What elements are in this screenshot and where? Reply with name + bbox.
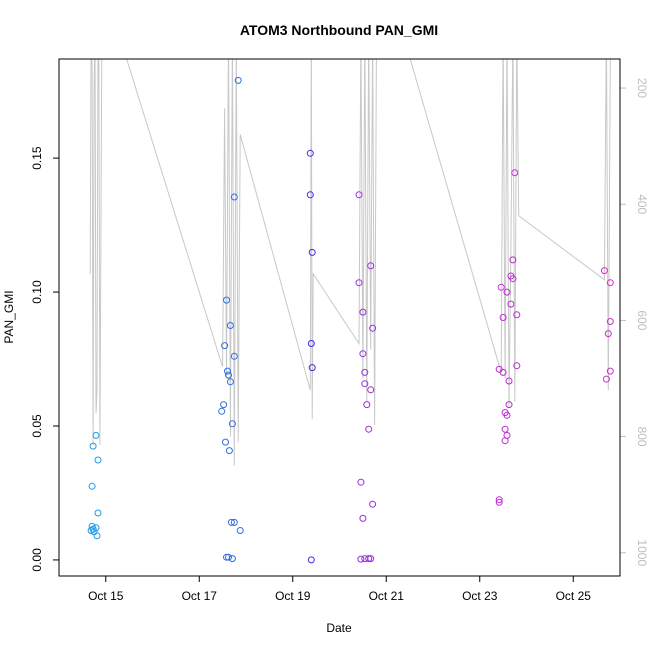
data-point xyxy=(604,330,612,338)
data-point xyxy=(606,367,614,375)
x-tick-label: Oct 23 xyxy=(462,589,498,603)
data-point xyxy=(230,193,238,201)
data-point xyxy=(359,308,367,316)
data-point xyxy=(226,378,234,386)
y2-tick-label: 600 xyxy=(635,310,649,330)
data-point xyxy=(501,425,509,433)
data-point xyxy=(307,340,315,347)
data-point xyxy=(223,296,230,304)
data-point xyxy=(234,76,242,84)
y2-tick-label: 1000 xyxy=(635,539,649,566)
data-point xyxy=(606,279,614,287)
data-point xyxy=(369,324,377,332)
data-point xyxy=(88,482,96,490)
data-point xyxy=(236,527,244,534)
data-point xyxy=(499,314,507,321)
data-point xyxy=(365,425,373,433)
axes-layer: 0.00 0.05 0.10 0.15 Oct 15 Oct 17 Oct 19 Oct 21… xyxy=(30,78,649,603)
data-point xyxy=(359,514,367,522)
data-point xyxy=(363,401,371,409)
y-tick-label: 0.00 xyxy=(30,548,44,572)
y-axis-label: PAN_GMI xyxy=(2,290,16,343)
data-point xyxy=(224,367,231,375)
data-point xyxy=(92,431,100,439)
y-tick-label: 0.05 xyxy=(30,414,44,438)
y-tick-label: 0.10 xyxy=(30,280,44,304)
data-point xyxy=(94,456,102,464)
data-point xyxy=(230,352,238,360)
data-point xyxy=(509,256,517,264)
y2-tick-label: 400 xyxy=(635,194,649,214)
data-point xyxy=(357,555,365,563)
data-point xyxy=(503,288,511,296)
data-point xyxy=(503,411,511,419)
points-layer xyxy=(87,76,614,564)
data-point xyxy=(509,275,517,283)
data-point xyxy=(507,300,515,308)
data-point xyxy=(359,350,367,358)
data-point xyxy=(505,377,513,385)
data-point xyxy=(495,496,503,504)
data-point xyxy=(94,509,102,517)
data-point xyxy=(307,556,315,564)
x-axis-label: Date xyxy=(326,621,352,635)
data-point xyxy=(602,375,610,383)
data-point xyxy=(501,437,509,445)
data-point xyxy=(355,279,363,287)
data-point xyxy=(225,371,232,379)
data-point xyxy=(367,386,375,394)
data-point xyxy=(361,380,369,388)
data-point xyxy=(225,553,232,561)
data-point xyxy=(511,169,519,177)
data-point xyxy=(495,498,503,506)
data-point xyxy=(222,438,229,446)
data-point xyxy=(89,442,97,450)
y-tick-label: 0.15 xyxy=(30,146,44,170)
x-tick-label: Oct 21 xyxy=(369,589,405,603)
data-point xyxy=(306,149,314,157)
data-point xyxy=(355,191,363,199)
data-point xyxy=(228,420,236,428)
x-tick-label: Oct 17 xyxy=(182,589,218,603)
data-point xyxy=(227,518,235,526)
data-point xyxy=(367,262,375,270)
data-point xyxy=(226,322,234,329)
plot-frame xyxy=(58,58,621,577)
data-point xyxy=(513,362,521,370)
secondary-line xyxy=(89,59,611,466)
data-point xyxy=(357,478,365,486)
data-point xyxy=(505,401,513,409)
x-tick-label: Oct 19 xyxy=(275,589,311,603)
data-point xyxy=(513,311,521,319)
data-point xyxy=(228,555,236,563)
data-point xyxy=(308,364,316,372)
data-point xyxy=(218,407,226,415)
data-point xyxy=(499,368,507,376)
data-point xyxy=(497,283,505,291)
data-point xyxy=(600,267,608,275)
data-point xyxy=(367,555,375,563)
secondary-line-layer xyxy=(89,59,611,466)
y2-tick-label: 200 xyxy=(635,78,649,98)
x-tick-label: Oct 25 xyxy=(556,589,592,603)
data-point xyxy=(306,191,314,199)
data-point xyxy=(230,518,238,526)
y2-tick-label: 800 xyxy=(635,427,649,447)
data-point xyxy=(369,500,377,508)
data-point xyxy=(87,527,95,534)
data-point xyxy=(225,447,233,455)
data-point xyxy=(365,555,373,563)
data-point xyxy=(221,342,229,350)
data-point xyxy=(606,318,614,325)
chart-title: ATOM3 Northbound PAN_GMI xyxy=(240,22,438,38)
data-point xyxy=(220,401,228,409)
data-point xyxy=(308,248,316,256)
data-point xyxy=(361,368,369,376)
data-point xyxy=(93,532,101,540)
x-tick-label: Oct 15 xyxy=(88,589,124,603)
